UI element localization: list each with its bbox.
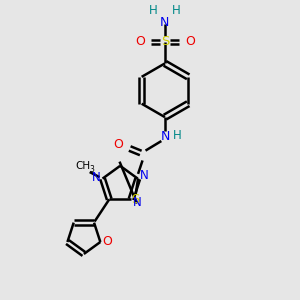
Text: N: N <box>140 169 149 182</box>
Text: H: H <box>173 129 182 142</box>
Text: H: H <box>149 4 158 17</box>
Text: O: O <box>185 35 195 48</box>
Text: H: H <box>172 4 181 17</box>
Text: O: O <box>102 236 112 248</box>
Text: S: S <box>131 194 139 206</box>
Text: 3: 3 <box>89 165 94 174</box>
Text: N: N <box>92 171 100 184</box>
Text: S: S <box>161 35 169 48</box>
Text: N: N <box>133 196 142 209</box>
Text: CH: CH <box>75 161 90 171</box>
Text: N: N <box>161 130 170 143</box>
Text: N: N <box>160 16 170 29</box>
Text: O: O <box>114 137 124 151</box>
Text: O: O <box>135 35 145 48</box>
